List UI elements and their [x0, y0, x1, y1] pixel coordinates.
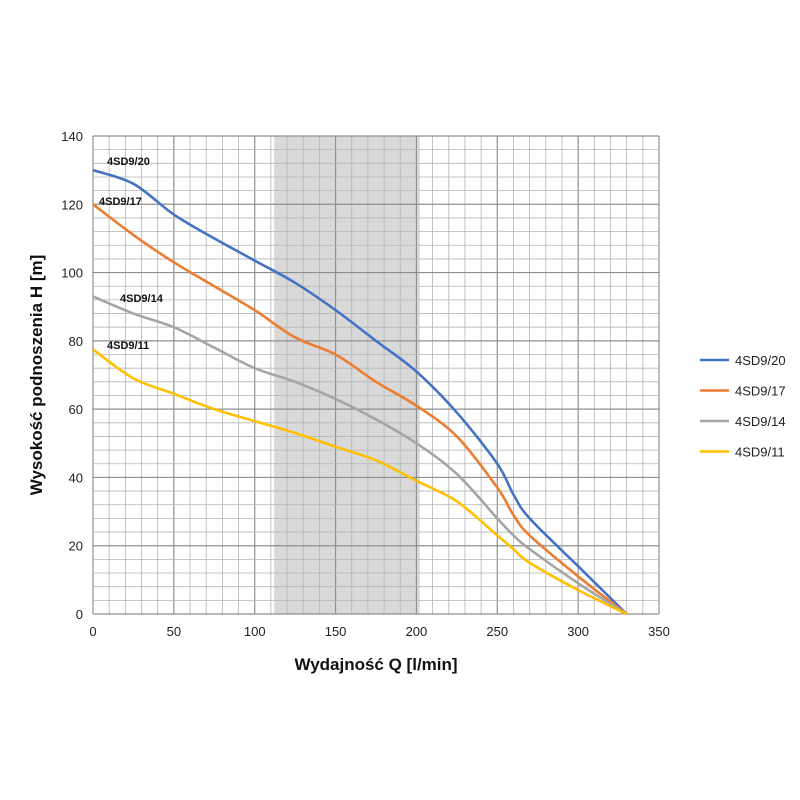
y-axis-label: Wysokość podnoszenia H [m]	[27, 255, 46, 496]
series-line-4sd9-17	[92, 203, 628, 616]
y-tick-label: 0	[76, 607, 83, 622]
y-tick-label: 20	[69, 539, 83, 554]
legend-label: 4SD9/14	[735, 414, 786, 429]
y-tick-label: 140	[61, 129, 83, 144]
y-tick-label: 120	[61, 197, 83, 212]
x-tick-label: 200	[406, 624, 428, 639]
x-tick-label: 300	[567, 624, 589, 639]
x-tick-label: 100	[244, 624, 266, 639]
curve-label-4sd9-14: 4SD9/14	[120, 293, 164, 305]
legend: 4SD9/20 4SD9/17 4SD9/14 4SD9/11	[700, 353, 786, 460]
series-line-4sd9-14	[92, 295, 628, 616]
y-tick-label: 40	[69, 470, 83, 485]
series-line-4sd9-20	[92, 168, 628, 615]
curve-label-4sd9-20: 4SD9/20	[107, 156, 150, 168]
legend-label: 4SD9/11	[735, 445, 785, 460]
grid	[92, 135, 660, 615]
y-tick-label: 80	[69, 334, 83, 349]
y-tick-label: 100	[61, 266, 83, 281]
legend-label: 4SD9/20	[735, 353, 786, 368]
x-tick-label: 350	[648, 624, 670, 639]
series-line-4sd9-11	[92, 348, 628, 616]
curve-label-4sd9-11: 4SD9/11	[107, 340, 149, 352]
tick-labels: 0 50 100 150 200 250 300 350 0 20 40 60 80 100 120 140	[61, 129, 670, 639]
y-tick-label: 60	[69, 402, 83, 417]
x-tick-label: 150	[325, 624, 347, 639]
x-tick-label: 0	[89, 624, 96, 639]
shaded-region	[274, 136, 420, 614]
legend-label: 4SD9/17	[735, 384, 786, 399]
x-axis-label: Wydajność Q [l/min]	[294, 655, 457, 674]
series-lines	[92, 168, 628, 616]
x-tick-label: 250	[486, 624, 508, 639]
curve-label-4sd9-17: 4SD9/17	[99, 196, 142, 208]
x-tick-label: 50	[167, 624, 181, 639]
